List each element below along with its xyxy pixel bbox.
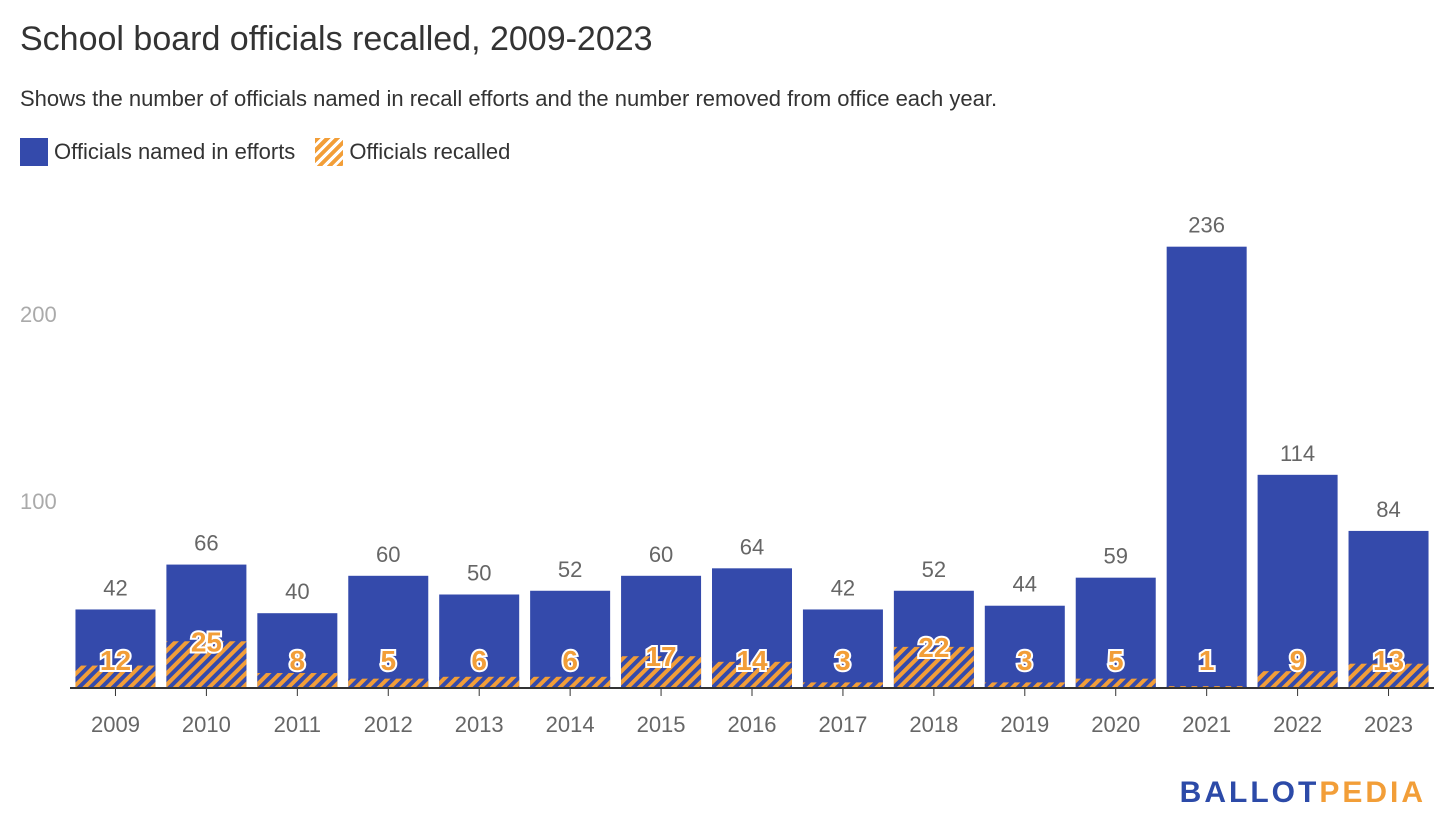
data-label-recalled-2023: 13 [1373, 645, 1404, 676]
bar-recalled-2014[interactable] [530, 676, 611, 688]
data-label-recalled-2019: 3 [1017, 645, 1033, 676]
data-label-named-2020: 59 [1103, 544, 1127, 569]
bar-recalled-2020[interactable] [1075, 678, 1156, 688]
data-label-named-2009: 42 [103, 575, 127, 600]
data-label-recalled-2016: 14 [736, 645, 768, 676]
data-label-recalled-2020: 5 [1108, 645, 1124, 676]
chart-legend: Officials named in efforts Officials rec… [20, 138, 530, 166]
bar-recalled-2018[interactable] [893, 646, 974, 688]
bar-named-2017[interactable] [802, 609, 883, 688]
bar-recalled-2016[interactable] [712, 661, 792, 688]
bar-recalled-2011[interactable] [257, 673, 338, 688]
data-label-recalled-2011: 8 [290, 645, 306, 676]
x-tick-label-2021: 2021 [1182, 712, 1231, 737]
data-label-recalled-2009: 12 [100, 645, 131, 676]
ballotpedia-logo[interactable]: BALLOTPEDIA [1180, 776, 1426, 810]
data-label-named-2018: 52 [922, 557, 946, 582]
x-tick-label-2015: 2015 [637, 712, 686, 737]
bar-named-2020[interactable] [1075, 577, 1156, 688]
bar-recalled-2015[interactable] [621, 656, 702, 688]
data-label-recalled-2021: 1 [1199, 645, 1215, 676]
legend-swatch-recalled [315, 138, 344, 166]
x-tick-label-2014: 2014 [546, 712, 595, 737]
bar-recalled-2019[interactable] [984, 682, 1065, 688]
data-label-recalled-2013: 6 [471, 645, 487, 676]
data-label-named-2012: 60 [376, 542, 400, 567]
data-label-named-2010: 66 [194, 531, 218, 556]
data-label-named-2011: 40 [285, 579, 309, 604]
bar-recalled-2012[interactable] [348, 678, 429, 688]
x-tick-label-2018: 2018 [909, 712, 958, 737]
data-label-named-2023: 84 [1376, 497, 1400, 522]
data-label-recalled-2017: 3 [835, 645, 851, 676]
x-tick-label-2011: 2011 [274, 712, 321, 737]
bar-named-2014[interactable] [530, 590, 611, 688]
y-tick-label: 200 [20, 302, 57, 327]
x-tick-label-2012: 2012 [364, 712, 413, 737]
data-label-recalled-2015: 17 [645, 641, 676, 672]
data-label-named-2022: 114 [1280, 441, 1315, 466]
logo-part-pedia: PEDIA [1319, 776, 1426, 809]
bar-recalled-2022[interactable] [1257, 671, 1338, 688]
bar-named-2022[interactable] [1257, 474, 1338, 688]
logo-part-ballot: BALLOT [1179, 776, 1320, 809]
x-tick-label-2020: 2020 [1091, 712, 1140, 737]
bar-recalled-2017[interactable] [802, 682, 883, 688]
data-label-recalled-2018: 22 [918, 632, 949, 663]
legend-swatch-named [20, 138, 48, 166]
data-label-named-2017: 42 [831, 575, 855, 600]
data-label-recalled-2022: 9 [1290, 645, 1306, 676]
data-label-named-2013: 50 [467, 561, 491, 586]
legend-item-named: Officials named in efforts [20, 138, 295, 166]
x-tick-label-2010: 2010 [182, 712, 231, 737]
data-label-named-2016: 64 [740, 534, 764, 559]
bar-recalled-2010[interactable] [166, 641, 247, 688]
bar-named-2019[interactable] [984, 605, 1065, 688]
chart-title: School board officials recalled, 2009-20… [20, 20, 653, 58]
bar-named-2023[interactable] [1348, 530, 1429, 688]
data-label-named-2021: 236 [1188, 213, 1225, 238]
x-tick-label-2019: 2019 [1000, 712, 1049, 737]
bar-recalled-2013[interactable] [439, 676, 520, 688]
legend-item-recalled: Officials recalled [315, 138, 510, 166]
x-tick-label-2013: 2013 [455, 712, 504, 737]
bar-named-2012[interactable] [348, 575, 429, 688]
data-label-named-2019: 44 [1013, 572, 1037, 597]
chart-subtitle: Shows the number of officials named in r… [20, 86, 998, 111]
x-tick-label-2023: 2023 [1364, 712, 1413, 737]
y-tick-label: 100 [20, 489, 57, 514]
legend-label-named: Officials named in efforts [54, 139, 296, 164]
bar-recalled-2009[interactable] [75, 665, 156, 688]
legend-label-recalled: Officials recalled [349, 139, 511, 164]
bar-recalled-2023[interactable] [1348, 663, 1429, 688]
bar-named-2021[interactable] [1166, 246, 1247, 688]
data-label-named-2014: 52 [558, 557, 582, 582]
data-label-named-2015: 60 [649, 542, 673, 567]
x-tick-label-2016: 2016 [728, 712, 777, 737]
data-label-recalled-2014: 6 [562, 645, 578, 676]
data-label-recalled-2012: 5 [380, 645, 396, 676]
bar-named-2013[interactable] [439, 594, 520, 689]
x-tick-label-2022: 2022 [1273, 712, 1322, 737]
data-label-recalled-2010: 25 [191, 626, 222, 657]
x-tick-label-2009: 2009 [91, 712, 140, 737]
x-tick-label-2017: 2017 [818, 712, 867, 737]
